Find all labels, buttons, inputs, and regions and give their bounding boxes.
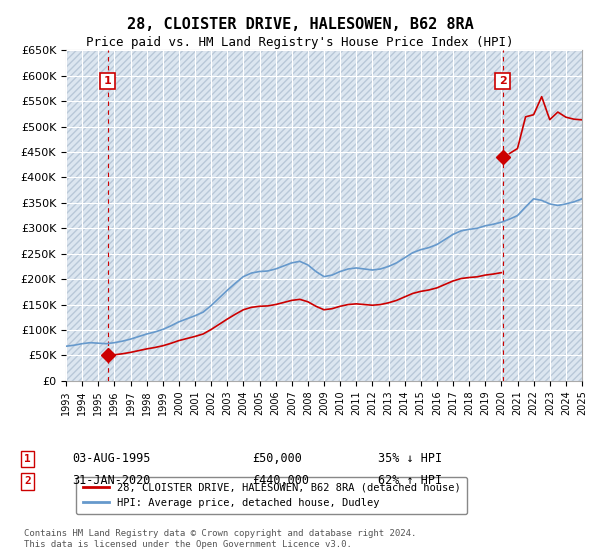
Text: 28, CLOISTER DRIVE, HALESOWEN, B62 8RA: 28, CLOISTER DRIVE, HALESOWEN, B62 8RA — [127, 17, 473, 32]
Text: 2: 2 — [499, 76, 506, 86]
Text: 1: 1 — [24, 454, 31, 464]
Text: 03-AUG-1995: 03-AUG-1995 — [72, 452, 151, 465]
Legend: 28, CLOISTER DRIVE, HALESOWEN, B62 8RA (detached house), HPI: Average price, det: 28, CLOISTER DRIVE, HALESOWEN, B62 8RA (… — [76, 477, 467, 514]
Text: 35% ↓ HPI: 35% ↓ HPI — [378, 452, 442, 465]
Text: Contains HM Land Registry data © Crown copyright and database right 2024.
This d: Contains HM Land Registry data © Crown c… — [24, 529, 416, 549]
Text: 2: 2 — [24, 477, 31, 487]
Text: £50,000: £50,000 — [252, 452, 302, 465]
Text: Price paid vs. HM Land Registry's House Price Index (HPI): Price paid vs. HM Land Registry's House … — [86, 36, 514, 49]
Text: 1: 1 — [104, 76, 112, 86]
Text: 62% ↑ HPI: 62% ↑ HPI — [378, 474, 442, 487]
Text: £440,000: £440,000 — [252, 474, 309, 487]
Text: 31-JAN-2020: 31-JAN-2020 — [72, 474, 151, 487]
